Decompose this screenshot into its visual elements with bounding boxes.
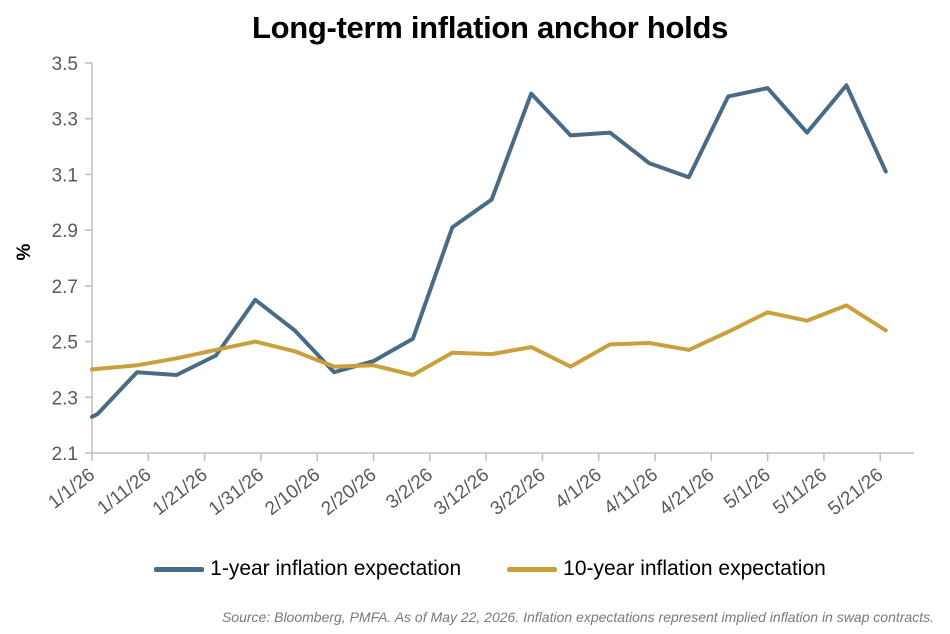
legend-label-1yr: 1-year inflation expectation [210, 557, 462, 580]
y-tick-label: 2.9 [52, 221, 78, 242]
y-tick-label: 2.7 [52, 277, 78, 298]
x-tick-label: 5/21/26 [824, 464, 887, 520]
x-tick-label: 1/31/26 [205, 464, 268, 520]
y-axis-label: % [14, 243, 35, 260]
y-tick-label: 2.3 [52, 388, 78, 409]
y-tick-label: 3.1 [52, 165, 78, 186]
legend-label-10yr: 10-year inflation expectation [563, 557, 826, 580]
x-tick-label: 4/1/26 [551, 464, 606, 513]
y-tick-label: 2.5 [52, 333, 78, 354]
x-tick-label: 3/12/26 [430, 464, 493, 520]
x-tick-label: 2/20/26 [318, 464, 381, 520]
x-tick-label: 3/2/26 [382, 464, 437, 513]
series-line-10yr [90, 303, 888, 377]
axes: 2.12.32.52.72.93.13.33.5%1/1/261/11/261/… [14, 54, 914, 520]
series-line-1yr [90, 83, 888, 419]
x-tick-label: 2/10/26 [261, 464, 324, 520]
legend-swatch-10yr [507, 566, 558, 572]
x-tick-label: 1/11/26 [94, 464, 156, 519]
legend-swatch-1yr [154, 566, 205, 572]
y-tick-label: 3.5 [52, 54, 78, 75]
y-tick-label: 3.3 [52, 110, 78, 131]
x-tick-label: 4/11/26 [600, 464, 662, 519]
x-tick-label: 1/1/26 [45, 464, 100, 513]
series-layer [90, 83, 888, 419]
x-tick-label: 3/22/26 [487, 464, 550, 520]
x-tick-label: 5/11/26 [769, 464, 831, 519]
legend-item-1yr: 1-year inflation expectation [154, 557, 461, 581]
chart-title: Long-term inflation anchor holds [251, 10, 729, 45]
y-tick-label: 2.1 [52, 444, 78, 465]
x-tick-label: 5/1/26 [720, 464, 775, 513]
source-note: Source: Bloomberg, PMFA. As of May 22, 2… [221, 609, 934, 625]
legend: 1-year inflation expectation 10-year inf… [0, 557, 950, 581]
x-tick-label: 4/21/26 [655, 464, 718, 520]
legend-item-10yr: 10-year inflation expectation [507, 557, 826, 581]
x-tick-label: 1/21/26 [149, 464, 212, 520]
